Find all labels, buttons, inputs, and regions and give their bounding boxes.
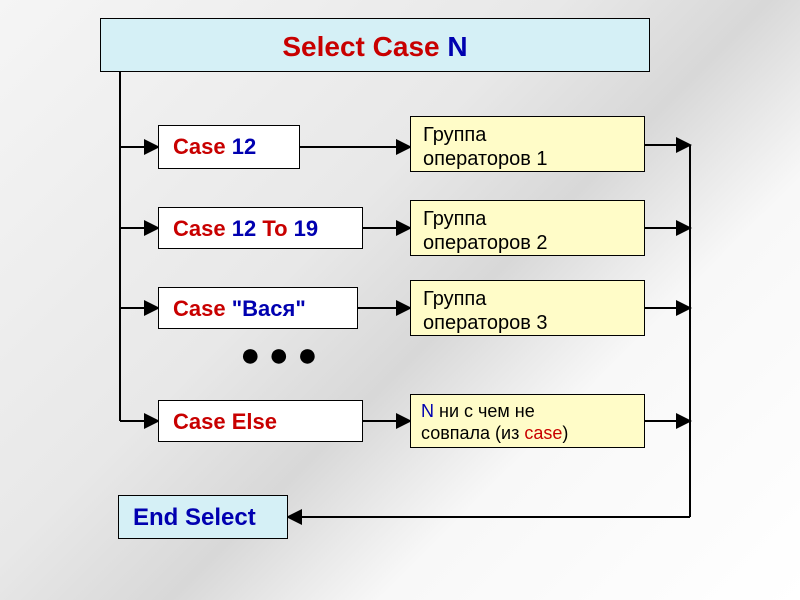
case-else-box: Case Else bbox=[158, 400, 363, 442]
end-select-box: End Select bbox=[118, 495, 288, 539]
operator-else-box: N ни с чем несовпала (из case) bbox=[410, 394, 645, 448]
operator-group-3: Группа операторов 3 bbox=[410, 280, 645, 336]
op2-line2: операторов 2 bbox=[423, 232, 548, 254]
op1-line2: операторов 1 bbox=[423, 148, 548, 170]
case-12-to-19-box: Case 12 To 19 bbox=[158, 207, 363, 249]
op3-line2: операторов 3 bbox=[423, 312, 548, 334]
ellipsis-dots: ●●● bbox=[240, 336, 326, 375]
select-case-title: Select Case N bbox=[100, 18, 650, 72]
case-vasya-box: Case "Вася" bbox=[158, 287, 358, 329]
operator-group-1: Группа операторов 1 bbox=[410, 116, 645, 172]
op2-line1: Группа bbox=[423, 208, 486, 230]
end-select-label: End Select bbox=[133, 504, 256, 531]
operator-group-2: Группа операторов 2 bbox=[410, 200, 645, 256]
op3-line1: Группа bbox=[423, 288, 486, 310]
op1-line1: Группа bbox=[423, 124, 486, 146]
case-12-box: Case 12 bbox=[158, 125, 300, 169]
